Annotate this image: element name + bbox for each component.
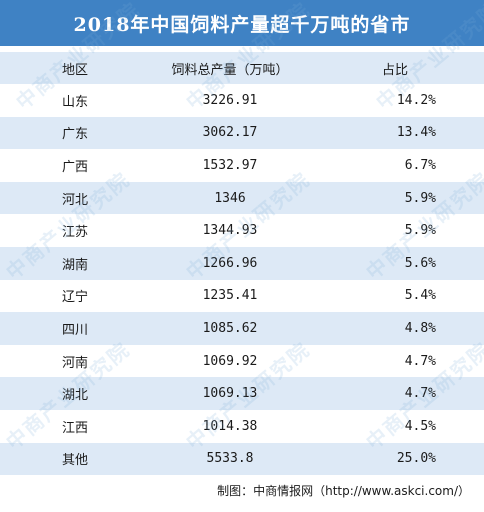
cell-output: 3062.17 xyxy=(202,125,258,141)
cell-share: 6.7% xyxy=(404,157,436,173)
cell-share: 4.5% xyxy=(404,418,436,434)
cell-output: 1014.38 xyxy=(202,418,258,434)
cell-output: 1069.13 xyxy=(202,386,258,402)
cell-share: 4.7% xyxy=(404,386,436,402)
table-row: 江西 1014.38 4.5% xyxy=(0,410,484,443)
header-region: 地区 xyxy=(62,62,89,78)
cell-share: 5.9% xyxy=(404,190,436,206)
table-row: 湖北 1069.13 4.7% xyxy=(0,377,484,410)
cell-region: 湖北 xyxy=(62,388,89,404)
cell-share: 4.7% xyxy=(404,353,436,369)
source-note: 制图：中商情报网（http://www.askci.com/） xyxy=(217,484,470,498)
cell-region: 广东 xyxy=(62,127,89,143)
cell-share: 14.2% xyxy=(396,92,436,108)
table-header-row: 地区 饲料总产量（万吨） 占比 xyxy=(0,52,484,84)
cell-share: 5.4% xyxy=(404,288,436,304)
cell-output: 1266.96 xyxy=(202,255,258,271)
cell-output: 1069.92 xyxy=(202,353,258,369)
table-body: 山东 3226.91 14.2% 广东 3062.17 13.4% 广西 1532.97 6.7… xyxy=(0,84,484,476)
table-row: 湖南 1266.96 5.6% xyxy=(0,246,484,280)
cell-output: 3226.91 xyxy=(202,92,258,108)
cell-output: 5533.8 xyxy=(206,451,254,467)
cell-region: 山东 xyxy=(62,94,89,110)
cell-output: 1346 xyxy=(214,190,246,206)
table-row: 辽宁 1235.41 5.4% xyxy=(0,280,484,313)
cell-region: 湖南 xyxy=(62,257,89,273)
table-row: 江苏 1344.93 5.9% xyxy=(0,214,484,247)
cell-region: 其他 xyxy=(62,453,89,469)
cell-output: 1532.97 xyxy=(202,157,258,173)
cell-region: 江苏 xyxy=(62,225,89,241)
cell-region: 江西 xyxy=(62,420,89,436)
table-row: 河北 1346 5.9% xyxy=(0,181,484,215)
cell-output: 1344.93 xyxy=(202,223,258,239)
table-row: 四川 1085.62 4.8% xyxy=(0,312,484,345)
cell-share: 5.6% xyxy=(404,255,436,271)
table-row: 广西 1532.97 6.7% xyxy=(0,149,484,182)
cell-region: 河北 xyxy=(62,192,89,208)
chart-title: 2018年中国饲料产量超千万吨的省市 xyxy=(0,0,484,46)
data-table: 地区 饲料总产量（万吨） 占比 山东 3226.91 14.2% 广东 3062.17 1… xyxy=(0,52,484,476)
cell-region: 河南 xyxy=(62,355,89,371)
cell-share: 4.8% xyxy=(404,320,436,336)
cell-share: 5.9% xyxy=(404,223,436,239)
cell-output: 1085.62 xyxy=(202,320,258,336)
cell-region: 四川 xyxy=(62,322,89,338)
header-output: 饲料总产量（万吨） xyxy=(171,62,289,78)
table-row: 其他 5533.8 25.0% xyxy=(0,442,484,476)
cell-region: 辽宁 xyxy=(62,290,89,306)
cell-output: 1235.41 xyxy=(202,288,258,304)
cell-share: 13.4% xyxy=(396,125,436,141)
table-row: 山东 3226.91 14.2% xyxy=(0,84,484,117)
table-row: 河南 1069.92 4.7% xyxy=(0,345,484,378)
cell-region: 广西 xyxy=(62,159,89,175)
cell-share: 25.0% xyxy=(396,451,436,467)
table-row: 广东 3062.17 13.4% xyxy=(0,116,484,150)
header-share: 占比 xyxy=(381,62,408,78)
